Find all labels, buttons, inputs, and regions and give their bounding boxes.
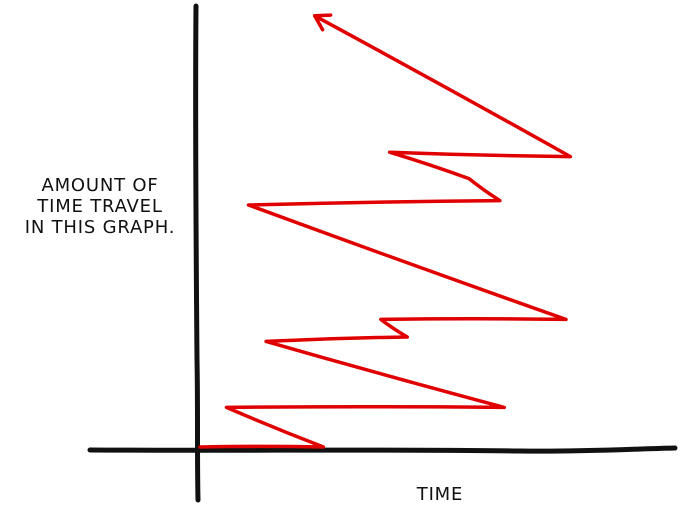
ylabel-line-2: TIME TRAVEL [36, 196, 162, 217]
series-line [198, 14, 573, 449]
x-axis [87, 445, 678, 454]
ylabel-line-3: IN THIS GRAPH. [25, 217, 176, 238]
y-axis [193, 3, 201, 503]
ylabel-line-1: AMOUNT OF [41, 175, 158, 196]
series-layer [198, 13, 573, 449]
xlabel: TIME [416, 484, 463, 505]
arrowhead [312, 13, 333, 32]
